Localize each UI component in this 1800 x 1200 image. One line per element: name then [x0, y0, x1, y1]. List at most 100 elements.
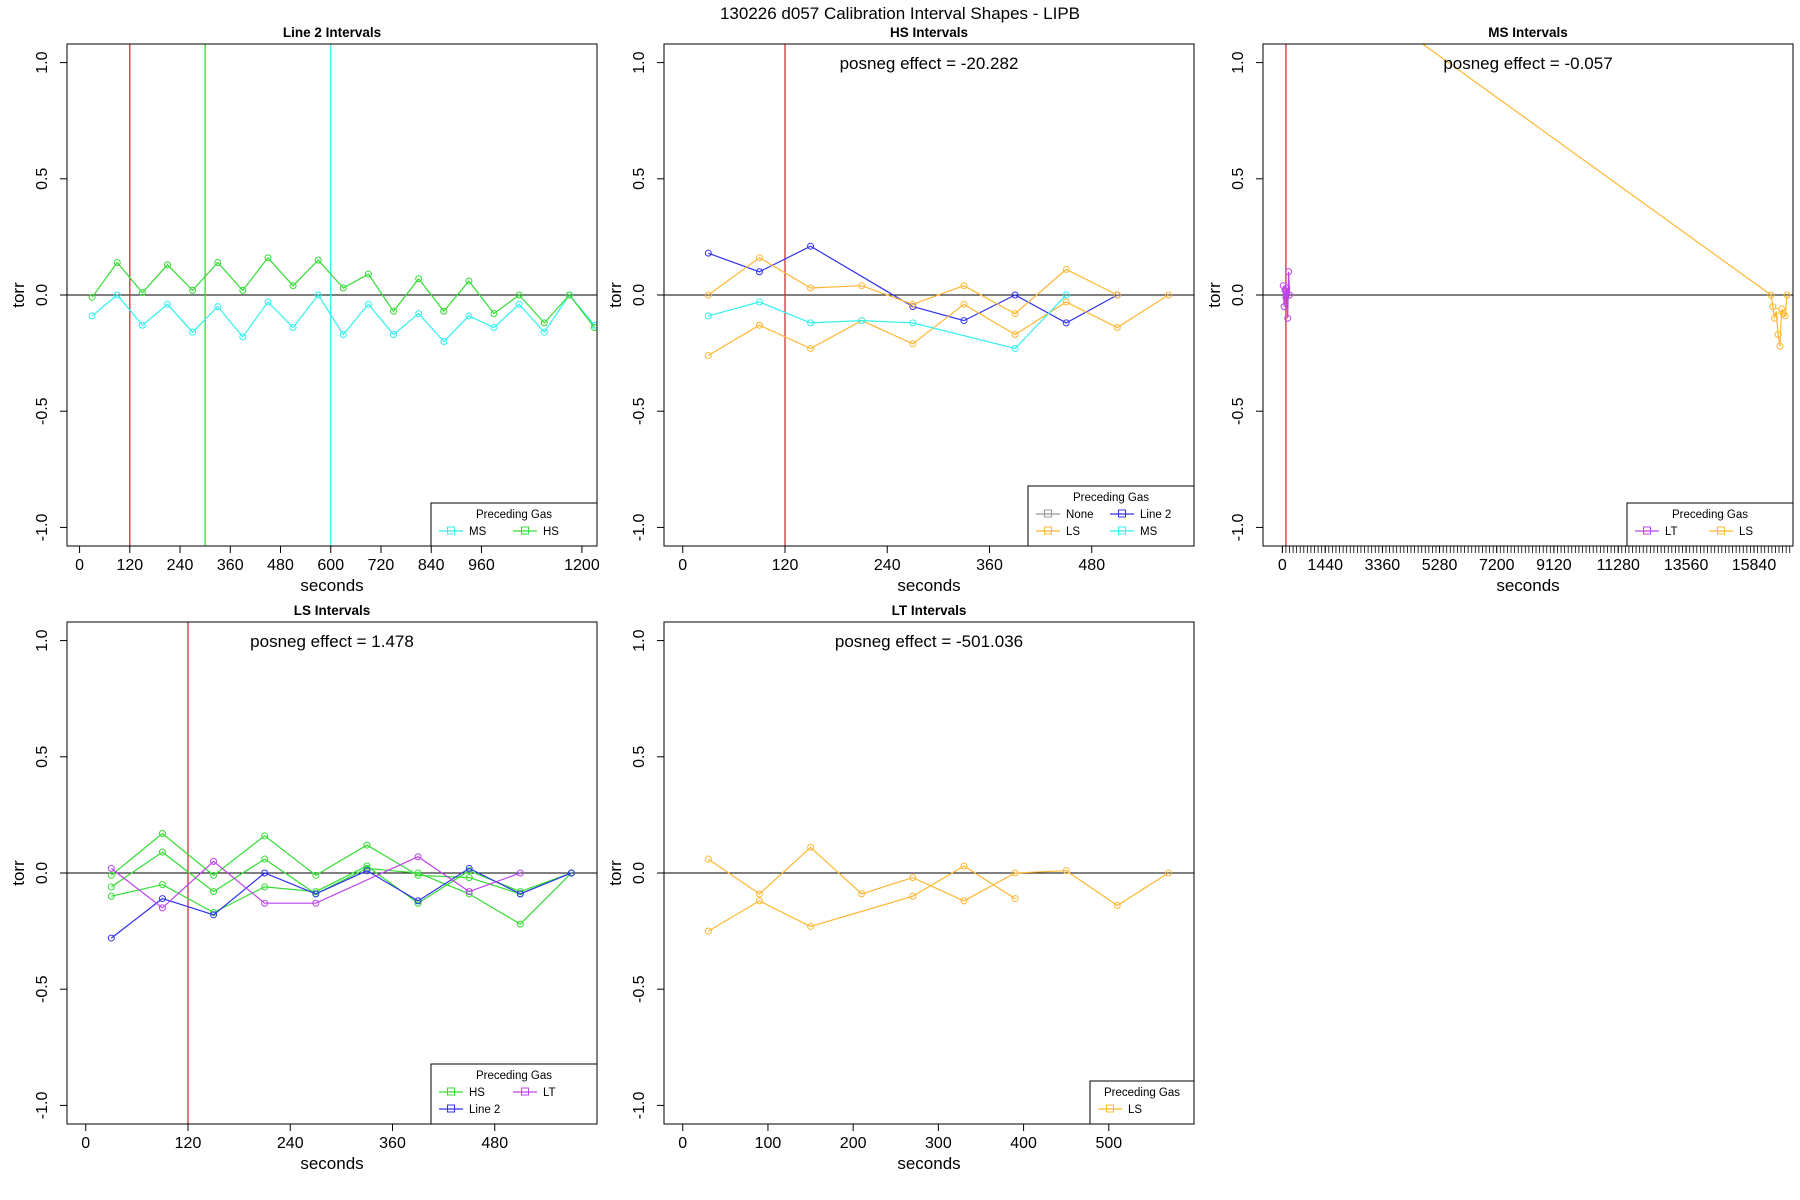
- data-point: [465, 312, 473, 320]
- x-tick-label: 500: [1095, 1135, 1122, 1152]
- data-point: [414, 871, 422, 879]
- data-point: [363, 841, 371, 849]
- plot-area: [1279, 44, 1791, 350]
- y-tick-label: 1.0: [1230, 51, 1247, 73]
- series-line: [110, 856, 521, 909]
- x-axis-label: seconds: [300, 1154, 363, 1173]
- data-point: [440, 337, 448, 345]
- data-point: [755, 321, 763, 329]
- data-point: [515, 291, 523, 299]
- x-tick-label: 1200: [564, 557, 600, 574]
- legend: Preceding Gas LT LS: [1626, 502, 1794, 547]
- posneg-annotation: posneg effect = -501.036: [835, 632, 1023, 651]
- legend-entry-label: MS: [1140, 526, 1158, 538]
- x-tick-label: 1440: [1307, 557, 1343, 574]
- data-point: [590, 321, 597, 329]
- series-line: [110, 832, 572, 895]
- x-tick-label: 15840: [1732, 557, 1777, 574]
- data-point: [807, 242, 815, 250]
- x-tick-label: 120: [116, 557, 143, 574]
- x-tick-label: 0: [678, 1135, 687, 1152]
- data-point: [239, 333, 247, 341]
- data-point: [189, 328, 197, 336]
- legend-box: [430, 1063, 598, 1125]
- y-tick-label: 0.5: [631, 746, 648, 768]
- data-point: [363, 862, 371, 870]
- data-point: [465, 277, 473, 285]
- posneg-annotation: posneg effect = 1.478: [250, 632, 414, 651]
- data-point: [339, 331, 347, 339]
- x-tick-label: 240: [277, 1135, 304, 1152]
- data-point: [909, 874, 917, 882]
- series-line: [708, 294, 1067, 350]
- y-tick-label: -0.5: [631, 397, 648, 425]
- data-point: [1285, 268, 1293, 276]
- plot-area: [704, 843, 1172, 935]
- data-point: [1011, 895, 1019, 903]
- data-point: [540, 319, 548, 327]
- data-point: [214, 258, 222, 266]
- legend-box: [1027, 485, 1195, 547]
- legend-swatch-marker: [1044, 526, 1052, 535]
- legend-title: Preceding Gas: [1672, 509, 1748, 521]
- series-line: [707, 865, 1016, 932]
- data-point: [909, 303, 917, 311]
- y-tick-label: 1.0: [631, 629, 648, 651]
- data-point: [465, 874, 473, 882]
- data-point: [704, 855, 712, 863]
- data-point: [214, 303, 222, 311]
- y-tick-label: 0.0: [1230, 284, 1247, 306]
- data-point: [1781, 312, 1789, 320]
- legend-swatch-marker: [521, 1087, 529, 1096]
- figure-title: 130226 d057 Calibration Interval Shapes …: [720, 4, 1080, 23]
- x-tick-label: 360: [379, 1135, 406, 1152]
- y-tick-label: -1.0: [34, 514, 51, 542]
- y-tick-label: 1.0: [631, 51, 648, 73]
- data-point: [807, 319, 815, 327]
- data-point: [755, 254, 763, 262]
- legend: Preceding Gas LS: [1089, 1080, 1195, 1125]
- data-point: [1783, 291, 1791, 299]
- y-tick-label: -1.0: [1230, 514, 1247, 542]
- data-point: [363, 867, 371, 875]
- y-axis-label: torr: [606, 860, 625, 886]
- y-tick-label: -0.5: [34, 975, 51, 1003]
- y-tick-label: 0.0: [631, 284, 648, 306]
- legend-swatch-marker: [1717, 526, 1725, 535]
- data-point: [704, 351, 712, 359]
- legend-entry-label: MS: [469, 526, 487, 538]
- data-point: [704, 312, 712, 320]
- data-point: [390, 331, 398, 339]
- data-point: [264, 254, 272, 262]
- x-tick-label: 7200: [1479, 557, 1515, 574]
- data-point: [909, 892, 917, 900]
- data-point: [1113, 324, 1121, 332]
- plot-area: [704, 242, 1172, 359]
- y-tick-label: -1.0: [631, 514, 648, 542]
- data-point: [516, 890, 524, 898]
- data-point: [1011, 869, 1019, 877]
- data-point: [1767, 291, 1775, 299]
- y-tick-label: 0.0: [34, 862, 51, 884]
- x-tick-label: 11280: [1597, 557, 1640, 574]
- legend-swatch-marker: [1118, 526, 1126, 535]
- legend-entry-label: LT: [543, 1087, 556, 1099]
- data-point: [210, 857, 218, 865]
- chart-lt: LT Intervals 0 100 200 300 400 500 seconds -1.0 -…: [606, 603, 1195, 1173]
- data-point: [1113, 291, 1121, 299]
- y-axis-label: torr: [1205, 282, 1224, 308]
- data-point: [261, 899, 269, 907]
- chart-title: MS Intervals: [1488, 25, 1568, 40]
- data-point: [415, 310, 423, 318]
- chart-title: HS Intervals: [890, 25, 968, 40]
- data-point: [1164, 291, 1172, 299]
- series-line: [91, 256, 595, 328]
- data-point: [516, 920, 524, 928]
- x-tick-label: 360: [976, 557, 1003, 574]
- y-tick-label: 0.0: [34, 284, 51, 306]
- x-tick-label: 480: [1078, 557, 1105, 574]
- data-point: [158, 904, 166, 912]
- data-point: [960, 282, 968, 290]
- data-point: [516, 888, 524, 896]
